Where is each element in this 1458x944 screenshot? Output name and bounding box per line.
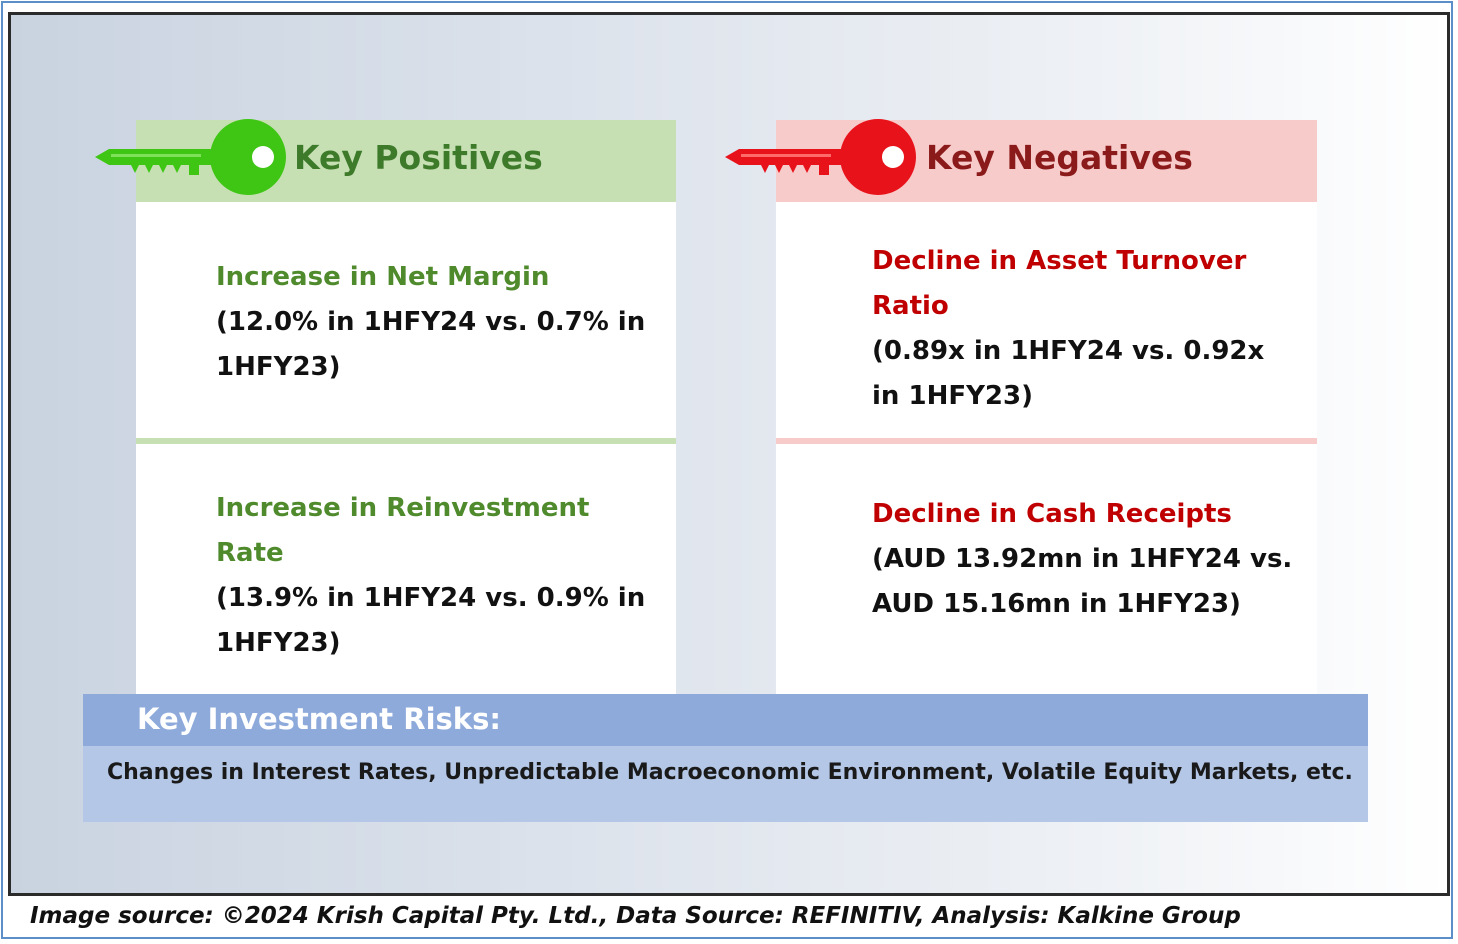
- negative-card-2-text: Decline in Cash Receipts (AUD 13.92mn in…: [872, 492, 1292, 627]
- positive-card-1-text: Increase in Net Margin (12.0% in 1HFY24 …: [216, 255, 645, 390]
- negative-detail-1b: in 1HFY23): [872, 381, 1033, 411]
- negative-detail-2b: AUD 15.16mn in 1HFY23): [872, 589, 1241, 619]
- positive-card-1: Increase in Net Margin (12.0% in 1HFY24 …: [136, 202, 676, 438]
- red-key-icon: [725, 119, 916, 195]
- negative-card-1: Decline in Asset Turnover Ratio (0.89x i…: [776, 202, 1317, 438]
- green-key-icon: [95, 119, 286, 195]
- negative-separator: [776, 438, 1317, 444]
- investment-risks-body: Changes in Interest Rates, Unpredictable…: [83, 746, 1368, 822]
- positive-detail-1b: 1HFY23): [216, 352, 341, 382]
- positive-detail-2a: (13.9% in 1HFY24 vs. 0.9% in: [216, 583, 646, 613]
- key-positives-title: Key Positives: [294, 138, 543, 177]
- positive-detail-2b: 1HFY23): [216, 628, 341, 658]
- investment-risks-header: Key Investment Risks:: [83, 694, 1368, 746]
- key-negatives-panel: Key Negatives Decline in Asset Turnover …: [776, 120, 1317, 695]
- image-source-caption: Image source: ©2024 Krish Capital Pty. L…: [30, 903, 1241, 929]
- investment-risks-text: Changes in Interest Rates, Unpredictable…: [107, 760, 1353, 785]
- negative-detail-1a: (0.89x in 1HFY24 vs. 0.92x: [872, 336, 1265, 366]
- investment-risks-box: Key Investment Risks: Changes in Interes…: [83, 694, 1368, 822]
- positive-heading-2a: Increase in Reinvestment: [216, 493, 590, 523]
- positive-separator: [136, 438, 676, 444]
- negative-card-1-text: Decline in Asset Turnover Ratio (0.89x i…: [872, 239, 1264, 419]
- negative-detail-2a: (AUD 13.92mn in 1HFY24 vs.: [872, 544, 1293, 574]
- positive-card-2-text: Increase in Reinvestment Rate (13.9% in …: [216, 486, 645, 666]
- positive-heading-2b: Rate: [216, 538, 284, 568]
- key-negatives-title: Key Negatives: [926, 138, 1193, 177]
- key-positives-panel: Key Positives Increase in Net Margin (12…: [136, 120, 676, 695]
- negative-heading-1b: Ratio: [872, 291, 949, 321]
- positive-detail-1a: (12.0% in 1HFY24 vs. 0.7% in: [216, 307, 646, 337]
- negative-card-2: Decline in Cash Receipts (AUD 13.92mn in…: [776, 444, 1317, 695]
- negative-heading-1a: Decline in Asset Turnover: [872, 246, 1247, 276]
- positive-heading-1: Increase in Net Margin: [216, 262, 550, 292]
- positive-card-2: Increase in Reinvestment Rate (13.9% in …: [136, 444, 676, 695]
- negative-heading-2: Decline in Cash Receipts: [872, 499, 1232, 529]
- investment-risks-title: Key Investment Risks:: [137, 702, 501, 736]
